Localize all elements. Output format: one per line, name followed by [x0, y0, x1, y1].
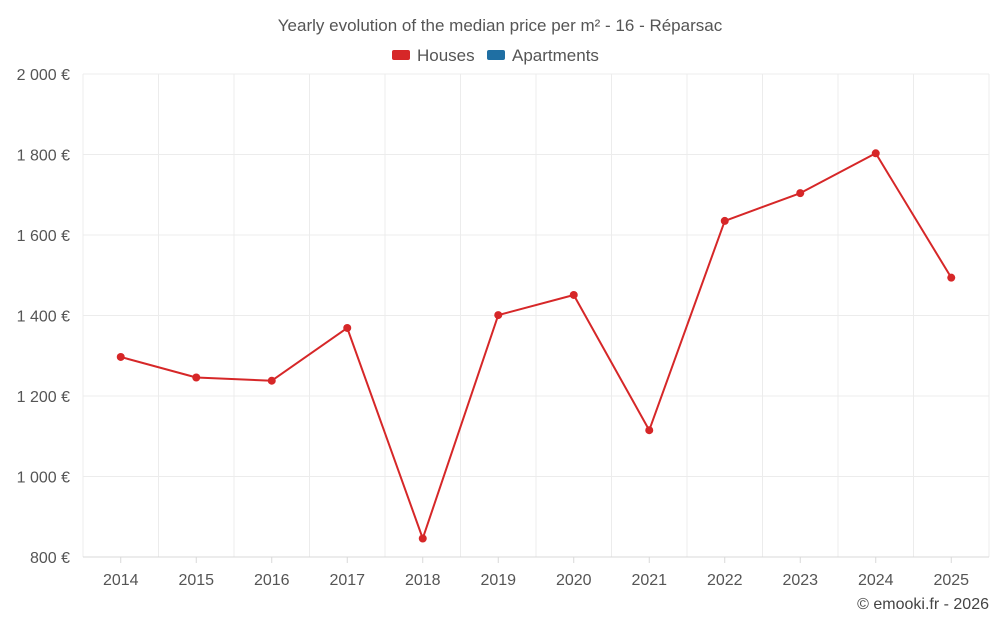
- legend-swatch-apartments: [487, 50, 505, 60]
- y-tick-label: 800 €: [30, 550, 70, 567]
- data-point-houses-2021[interactable]: [645, 426, 654, 435]
- data-point-houses-2025[interactable]: [947, 273, 956, 282]
- legend-item-apartments[interactable]: Apartments: [487, 46, 599, 65]
- x-tick-label: 2018: [405, 572, 441, 589]
- data-point-houses-2016[interactable]: [267, 376, 276, 385]
- x-tick-label: 2015: [178, 572, 214, 589]
- series-line-houses: [120, 152, 953, 540]
- x-tick-label: 2019: [480, 572, 516, 589]
- legend-swatch-houses: [392, 50, 410, 60]
- x-tick-label: 2016: [254, 572, 290, 589]
- x-tick-label: 2017: [329, 572, 365, 589]
- data-point-houses-2019[interactable]: [494, 311, 503, 320]
- x-tick-label: 2022: [707, 572, 743, 589]
- y-tick-label: 1 600 €: [17, 228, 70, 245]
- y-tick-label: 2 000 €: [17, 67, 70, 84]
- chart-title: Yearly evolution of the median price per…: [278, 16, 723, 35]
- axes: 800 € 1 000 € 1 200 € 1 400 € 1 600 € 1 800 €…: [17, 67, 989, 589]
- legend-label-houses: Houses: [417, 46, 475, 65]
- y-tick-label: 1 800 €: [17, 148, 70, 165]
- data-point-houses-2017[interactable]: [343, 323, 352, 332]
- x-tick-label: 2024: [858, 572, 894, 589]
- data-point-houses-2023[interactable]: [796, 189, 805, 198]
- data-point-houses-2020[interactable]: [569, 290, 578, 299]
- data-point-houses-2024[interactable]: [871, 149, 880, 158]
- credit-text: © emooki.fr - 2026: [857, 596, 989, 613]
- x-tick-label: 2023: [782, 572, 818, 589]
- gridlines: [82, 73, 990, 557]
- data-point-houses-2014[interactable]: [116, 352, 125, 361]
- x-tick-label: 2020: [556, 572, 592, 589]
- x-tick-label: 2014: [103, 572, 139, 589]
- x-tick-label: 2021: [631, 572, 667, 589]
- data-point-houses-2018[interactable]: [418, 534, 427, 543]
- legend-item-houses[interactable]: Houses: [392, 46, 475, 65]
- series-houses: [116, 149, 956, 543]
- y-tick-label: 1 400 €: [17, 309, 70, 326]
- y-tick-label: 1 000 €: [17, 470, 70, 487]
- data-point-houses-2022[interactable]: [720, 216, 729, 225]
- y-tick-label: 1 200 €: [17, 389, 70, 406]
- legend: Houses Apartments: [392, 46, 599, 65]
- legend-label-apartments: Apartments: [512, 46, 599, 65]
- data-point-houses-2015[interactable]: [192, 373, 201, 382]
- x-tick-label: 2025: [933, 572, 969, 589]
